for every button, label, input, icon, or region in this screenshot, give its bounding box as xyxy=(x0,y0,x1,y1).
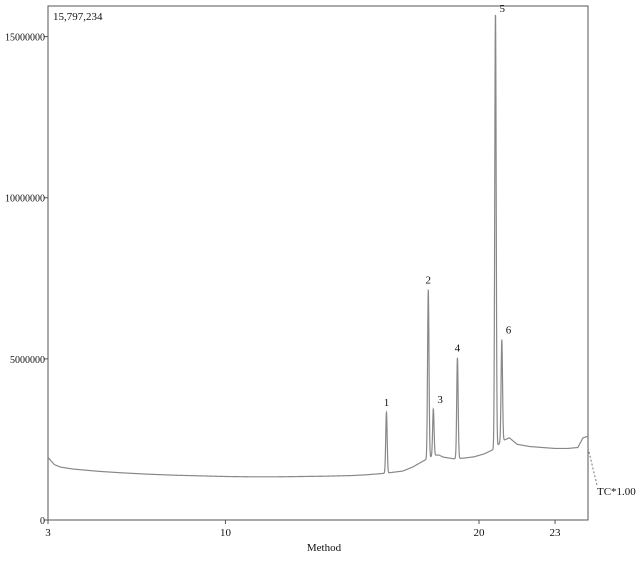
y-tick-label: 15000000 xyxy=(5,33,45,44)
x-tick-label: 10 xyxy=(220,527,232,539)
y-tick-label: 5000000 xyxy=(10,355,45,366)
max-intensity-label: 15,797,234 xyxy=(53,11,103,23)
plot-frame xyxy=(47,5,589,521)
trace-label-leader xyxy=(587,447,598,486)
peak-label: 5 xyxy=(499,3,505,15)
peak-label: 6 xyxy=(506,325,512,337)
x-axis-label: Method xyxy=(307,542,342,554)
y-tick-label: 0 xyxy=(40,516,45,527)
x-tick-label: 23 xyxy=(550,527,562,539)
trace-layer xyxy=(47,14,598,486)
trace-label: TC*1.00 xyxy=(597,486,636,498)
axes xyxy=(47,5,589,521)
y-tick-label: 10000000 xyxy=(5,194,45,205)
peaks-layer: 1 2 3 4 5 6 xyxy=(384,3,512,409)
x-tick-label: 20 xyxy=(473,527,485,539)
x-tick-label: 3 xyxy=(45,527,51,539)
peak-label: 4 xyxy=(455,342,461,354)
peak-label: 3 xyxy=(437,394,443,406)
peak-label: 1 xyxy=(384,397,390,409)
peak-label: 2 xyxy=(426,275,432,287)
chromatogram-trace xyxy=(47,14,589,478)
